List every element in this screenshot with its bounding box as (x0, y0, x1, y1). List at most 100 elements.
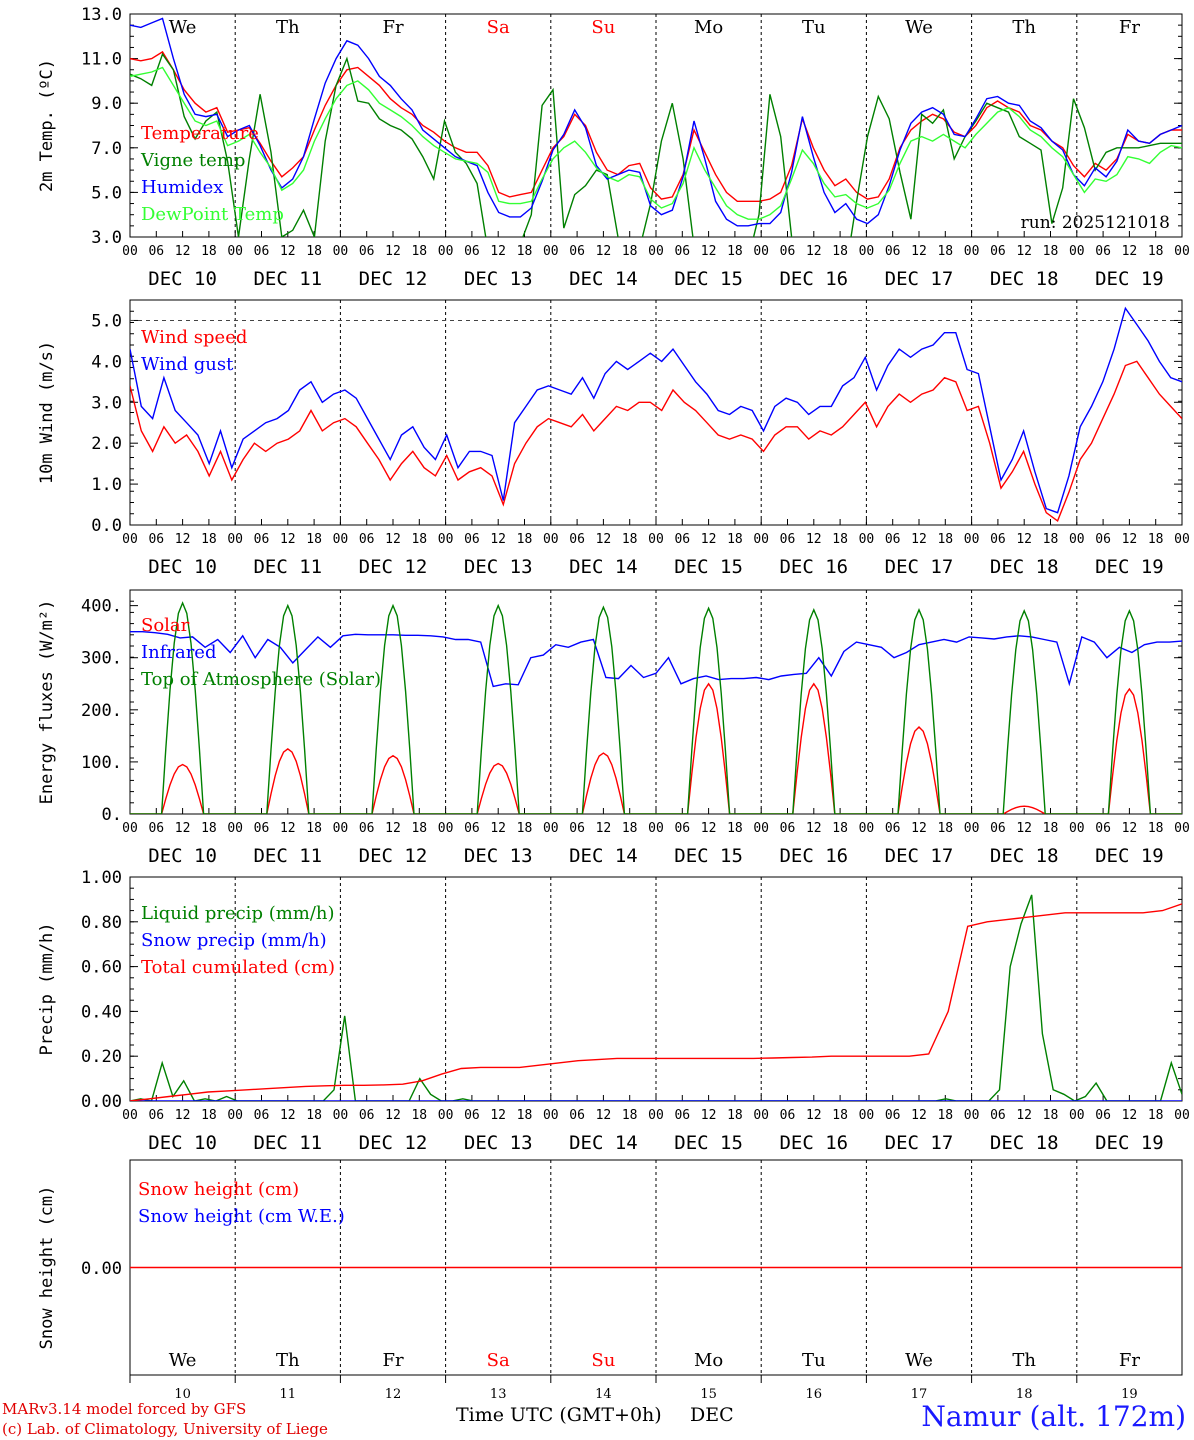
x-tick-label: 18 (832, 244, 848, 259)
x-tick-label: 12 (911, 244, 927, 259)
day-name: Th (1012, 1350, 1036, 1371)
date-label: DEC 19 (1095, 556, 1164, 578)
x-tick-label: 18 (201, 532, 217, 547)
date-label: DEC 19 (1095, 845, 1164, 867)
x-tick-label: 06 (359, 244, 375, 259)
x-tick-label: 12 (280, 244, 296, 259)
x-tick-label: 18 (411, 821, 427, 836)
y-axis-label: Energy fluxes (W/m²) (37, 600, 57, 805)
x-tick-label: 06 (569, 1108, 585, 1123)
x-tick-label: 00 (543, 532, 559, 547)
date-label: DEC 17 (885, 845, 954, 867)
y-tick-label: 9.0 (91, 94, 122, 114)
date-label: DEC 12 (359, 1132, 428, 1154)
x-tick-label: 06 (359, 1108, 375, 1123)
y-tick-label: 3.0 (91, 228, 122, 248)
x-tick-label: 12 (1016, 821, 1032, 836)
x-tick-label: 12 (596, 821, 612, 836)
y-tick-label: 0. (102, 805, 122, 825)
date-label: DEC 15 (674, 845, 743, 867)
x-tick-label: 12 (1122, 821, 1138, 836)
day-number: 10 (174, 1387, 191, 1402)
x-tick-label: 18 (306, 244, 322, 259)
x-tick-label: 18 (832, 532, 848, 547)
x-tick-label: 00 (1174, 1108, 1190, 1123)
series-line (130, 903, 1182, 1101)
legend-entry: Snow precip (mm/h) (141, 930, 327, 951)
x-tick-label: 00 (1069, 821, 1085, 836)
x-tick-label: 18 (411, 532, 427, 547)
date-label: DEC 16 (779, 556, 848, 578)
plot-frame (129, 299, 1183, 526)
x-tick-label: 18 (832, 1108, 848, 1123)
x-tick-label: 06 (780, 244, 796, 259)
x-tick-label: 18 (306, 821, 322, 836)
x-tick-label: 00 (1174, 532, 1190, 547)
x-tick-label: 12 (385, 244, 401, 259)
x-tick-label: 06 (148, 244, 164, 259)
x-axis-title: Time UTC (GMT+0h) (456, 1404, 662, 1426)
x-tick-label: 06 (674, 244, 690, 259)
x-tick-label: 00 (859, 1108, 875, 1123)
x-tick-label: 18 (306, 532, 322, 547)
legend-entry: DewPoint Temp (141, 204, 284, 225)
y-tick-label: 0.60 (81, 958, 122, 978)
date-label: DEC 12 (359, 845, 428, 867)
date-label: DEC 11 (253, 556, 322, 578)
month-label: DEC (690, 1404, 734, 1426)
x-tick-label: 06 (1095, 821, 1111, 836)
x-tick-label: 12 (596, 532, 612, 547)
x-tick-label: 18 (622, 532, 638, 547)
date-label: DEC 13 (464, 1132, 533, 1154)
day-name: Th (1012, 17, 1036, 38)
x-tick-label: 06 (780, 1108, 796, 1123)
date-label: DEC 13 (464, 556, 533, 578)
x-tick-label: 06 (254, 532, 270, 547)
x-tick-label: 12 (1016, 532, 1032, 547)
x-tick-label: 12 (385, 821, 401, 836)
day-name: We (905, 17, 933, 38)
y-axis-label: Precip (mm/h) (37, 922, 57, 1055)
y-tick-label: 5.0 (91, 311, 122, 331)
y-tick-label: 100. (81, 753, 122, 773)
date-label: DEC 13 (464, 845, 533, 867)
day-number: 17 (911, 1387, 928, 1402)
y-tick-label: 13.0 (81, 5, 122, 25)
x-tick-label: 12 (490, 821, 506, 836)
legend-entry: Temperature (141, 123, 259, 144)
x-tick-label: 00 (859, 821, 875, 836)
x-tick-label: 00 (753, 1108, 769, 1123)
x-tick-label: 12 (385, 1108, 401, 1123)
date-label: DEC 16 (779, 268, 848, 290)
panel-3 (129, 589, 1183, 815)
day-name: Mo (694, 17, 723, 38)
day-number: 19 (1121, 1387, 1138, 1402)
x-tick-label: 00 (543, 1108, 559, 1123)
x-tick-label: 06 (464, 1108, 480, 1123)
x-tick-label: 06 (674, 821, 690, 836)
x-tick-label: 00 (122, 1108, 138, 1123)
x-tick-label: 18 (727, 532, 743, 547)
x-tick-label: 18 (622, 244, 638, 259)
station-name: Namur (alt. 172m) (921, 1400, 1186, 1433)
legend-entry: Infrared (141, 642, 216, 663)
day-name: Th (276, 17, 300, 38)
x-tick-label: 06 (254, 1108, 270, 1123)
y-tick-label: 0.40 (81, 1002, 122, 1022)
x-tick-label: 00 (543, 244, 559, 259)
x-tick-label: 18 (622, 1108, 638, 1123)
x-tick-label: 12 (806, 532, 822, 547)
x-tick-label: 00 (1069, 244, 1085, 259)
x-tick-label: 12 (806, 244, 822, 259)
y-tick-label: 1.0 (91, 475, 122, 495)
x-tick-label: 12 (1122, 244, 1138, 259)
x-tick-label: 00 (227, 244, 243, 259)
x-tick-label: 00 (122, 821, 138, 836)
panel-5 (129, 1159, 1183, 1383)
legend-entry: Total cumulated (cm) (141, 957, 335, 978)
x-tick-label: 18 (832, 821, 848, 836)
date-label: DEC 15 (674, 1132, 743, 1154)
x-tick-label: 18 (727, 244, 743, 259)
legend-entry: Solar (141, 615, 190, 636)
